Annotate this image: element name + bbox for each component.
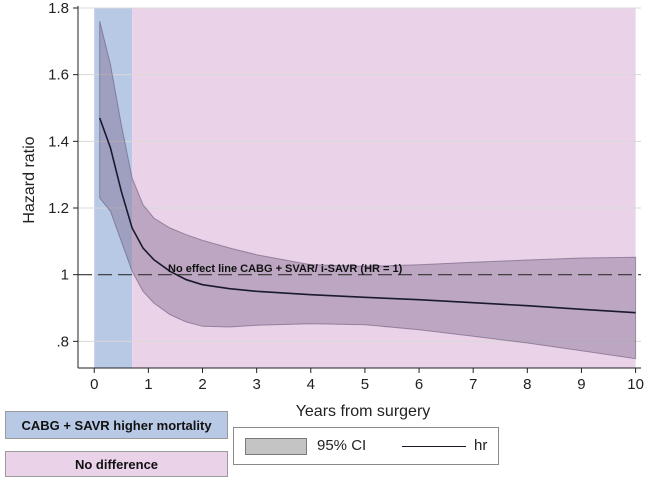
y-tick-label-4: 1.6 (48, 67, 69, 84)
axes (73, 6, 641, 373)
x-tick-label-2: 2 (198, 376, 206, 393)
legend-label-hr: hr (474, 437, 488, 454)
ci-swatch (245, 438, 307, 455)
x-tick-label-3: 3 (252, 376, 260, 393)
x-tick-label-8: 8 (523, 376, 531, 393)
y-axis-title: Hazard ratio (21, 136, 38, 223)
y-tick-label-1: 1 (61, 267, 69, 284)
reference-line-label: No effect line CABG + SVAR/ i-SAVR (HR =… (168, 263, 403, 275)
legend: 95% CI hr (233, 427, 499, 465)
y-tick-label-5: 1.8 (48, 0, 69, 17)
y-tick-label-2: 1.2 (48, 200, 69, 217)
y-tick-label-0: .8 (56, 333, 69, 350)
gridlines (78, 7, 641, 342)
legend-label-ci: 95% CI (317, 437, 367, 454)
hr-line-layer (98, 117, 636, 314)
x-axis-title: Years from surgery (296, 403, 431, 420)
x-tick-label-5: 5 (361, 376, 369, 393)
x-tick-label-4: 4 (307, 376, 315, 393)
tick-labels: 0 1 2 3 4 5 6 7 8 9 10 .8 1 1.2 1.4 1.6 1.8 (48, 0, 644, 393)
x-tick-label-9: 9 (577, 376, 585, 393)
x-tick-label-7: 7 (469, 376, 477, 393)
x-tick-label-10: 10 (627, 376, 644, 393)
hr-swatch (402, 446, 466, 447)
y-tick-label-3: 1.4 (48, 133, 69, 150)
x-tick-label-1: 1 (144, 376, 152, 393)
region-0 (94, 8, 133, 368)
x-tick-label-6: 6 (415, 376, 423, 393)
legend-higher-mortality: CABG + SAVR higher mortality (5, 411, 228, 439)
legend-no-difference: No difference (5, 451, 228, 477)
hr-line (98, 117, 636, 314)
x-tick-label-0: 0 (90, 376, 98, 393)
